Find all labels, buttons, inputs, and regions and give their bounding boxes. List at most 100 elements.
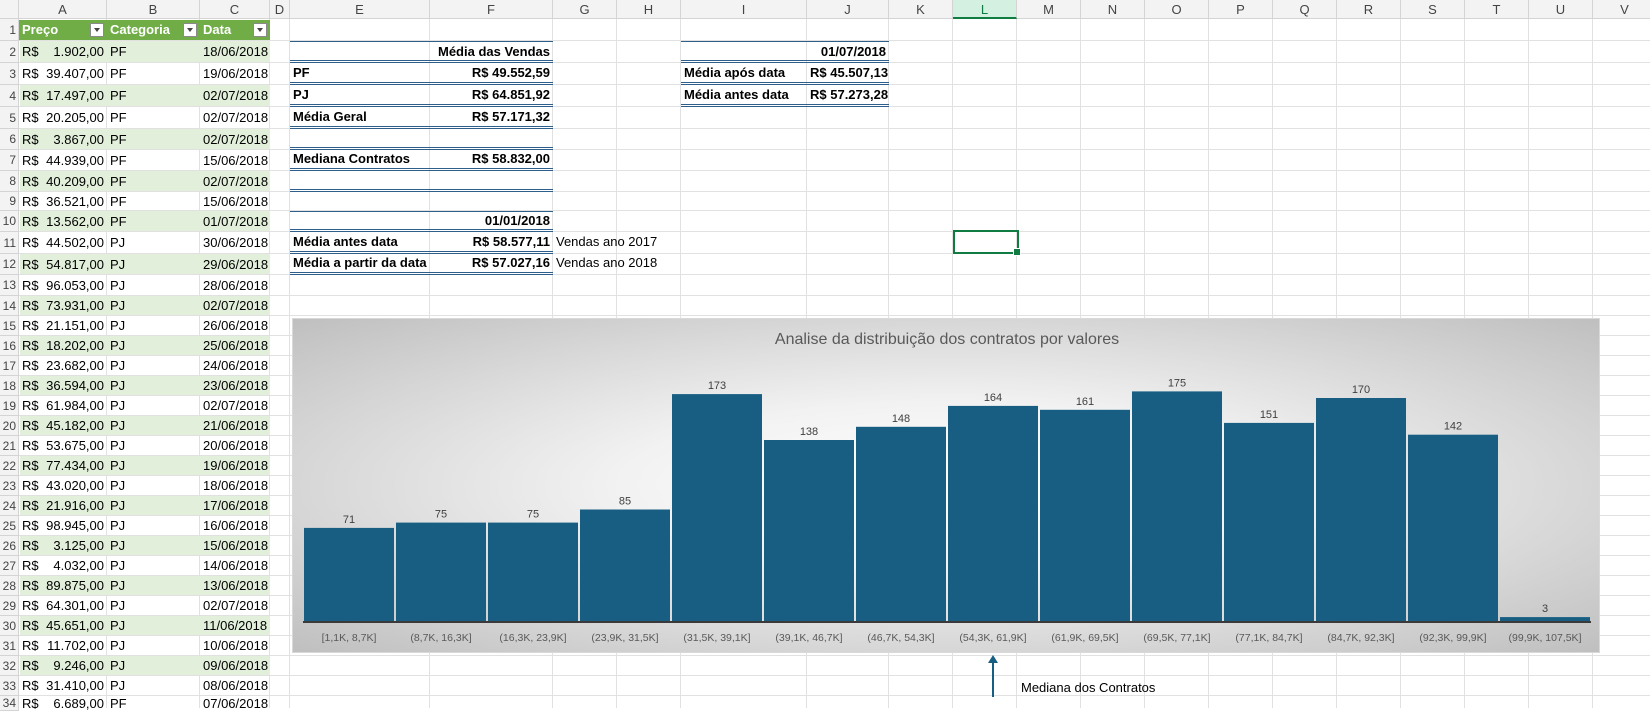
vendas-2018-note[interactable]: Vendas ano 2018 [556, 255, 658, 270]
date-value[interactable]: 08/06/2018 [203, 678, 269, 693]
media-antes2-label[interactable]: Média antes data [681, 85, 807, 107]
price-value[interactable]: 43.020,00 [46, 478, 104, 493]
column-header-s[interactable]: S [1401, 0, 1465, 19]
date-value[interactable]: 14/06/2018 [203, 558, 269, 573]
histogram-bar[interactable] [1132, 391, 1222, 621]
bordered-cell[interactable] [430, 129, 553, 150]
date-value[interactable]: 15/06/2018 [203, 153, 269, 168]
row-header-27[interactable]: 27 [0, 556, 19, 576]
histogram-bar[interactable] [396, 522, 486, 621]
media-antes-value[interactable]: R$ 58.577,11 [430, 232, 553, 254]
date-value[interactable]: 25/06/2018 [203, 338, 269, 353]
date-value[interactable]: 17/06/2018 [203, 498, 269, 513]
column-header-p[interactable]: P [1209, 0, 1273, 19]
date-value[interactable]: 02/07/2018 [203, 598, 269, 613]
category-value[interactable]: PJ [110, 338, 126, 353]
row-header-6[interactable]: 6 [0, 129, 19, 150]
row-header-29[interactable]: 29 [0, 596, 19, 616]
date-value[interactable]: 01/07/2018 [203, 214, 269, 229]
category-value[interactable]: PJ [110, 278, 126, 293]
price-value[interactable]: 23.682,00 [46, 358, 104, 373]
active-cell-cursor[interactable] [953, 230, 1021, 256]
row-header-12[interactable]: 12 [0, 254, 19, 275]
category-value[interactable]: PJ [110, 498, 126, 513]
date-value[interactable]: 02/07/2018 [203, 110, 269, 125]
media-apartir-label[interactable]: Média a partir da data [290, 254, 430, 275]
category-value[interactable]: PJ [110, 257, 126, 272]
price-value[interactable]: 36.594,00 [46, 378, 104, 393]
category-value[interactable]: PJ [110, 538, 126, 553]
row-header-19[interactable]: 19 [0, 396, 19, 416]
column-header-d[interactable]: D [270, 0, 290, 19]
price-value[interactable]: 44.502,00 [46, 235, 104, 250]
media-geral-label[interactable]: Média Geral [290, 107, 430, 129]
column-header-c[interactable]: C [200, 0, 270, 19]
row-header-8[interactable]: 8 [0, 171, 19, 192]
media-antes2-value[interactable]: R$ 57.273,28 [807, 85, 889, 107]
category-value[interactable]: PF [110, 66, 127, 81]
date-value[interactable]: 11/06/2018 [203, 618, 268, 633]
price-value[interactable]: 45.651,00 [46, 618, 104, 633]
vendas-2017-note[interactable]: Vendas ano 2017 [556, 234, 658, 249]
date-value[interactable]: 15/06/2018 [203, 194, 269, 209]
histogram-bar[interactable] [856, 426, 946, 621]
row-header-2[interactable]: 2 [0, 41, 19, 63]
row-header-11[interactable]: 11 [0, 232, 19, 254]
date-value[interactable]: 21/06/2018 [203, 418, 269, 433]
price-value[interactable]: 11.702,00 [47, 638, 104, 653]
row-header-17[interactable]: 17 [0, 356, 19, 376]
date-value[interactable]: 26/06/2018 [203, 318, 269, 333]
date-value[interactable]: 20/06/2018 [203, 438, 269, 453]
row-header-16[interactable]: 16 [0, 336, 19, 356]
date-cutoff-2[interactable]: 01/07/2018 [807, 41, 889, 63]
price-value[interactable]: 13.562,00 [46, 214, 104, 229]
histogram-bar[interactable] [672, 394, 762, 621]
category-value[interactable]: PJ [110, 478, 126, 493]
price-value[interactable]: 40.209,00 [46, 174, 104, 189]
row-header-5[interactable]: 5 [0, 107, 19, 129]
filter-dropdown-icon[interactable] [90, 23, 104, 37]
price-value[interactable]: 39.407,00 [46, 66, 104, 81]
histogram-bar[interactable] [1224, 422, 1314, 621]
price-value[interactable]: 44.939,00 [46, 153, 104, 168]
category-value[interactable]: PF [110, 88, 127, 103]
price-value[interactable]: 21.916,00 [46, 498, 104, 513]
date-value[interactable]: 02/07/2018 [203, 174, 269, 189]
histogram-chart[interactable]: Analise da distribuição dos contratos po… [292, 318, 1600, 653]
column-header-o[interactable]: O [1145, 0, 1209, 19]
column-header-i[interactable]: I [681, 0, 807, 19]
pf-label[interactable]: PF [290, 63, 430, 85]
price-value[interactable]: 21.151,00 [46, 318, 104, 333]
category-value[interactable]: PJ [110, 378, 126, 393]
price-value[interactable]: 89.875,00 [46, 578, 104, 593]
date-value[interactable]: 13/06/2018 [203, 578, 269, 593]
category-value[interactable]: PJ [110, 598, 126, 613]
date-value[interactable]: 18/06/2018 [203, 478, 269, 493]
bordered-cell[interactable] [430, 171, 553, 192]
row-header-18[interactable]: 18 [0, 376, 19, 396]
category-value[interactable]: PJ [110, 418, 126, 433]
row-header-14[interactable]: 14 [0, 296, 19, 316]
price-value[interactable]: 73.931,00 [46, 298, 104, 313]
row-header-30[interactable]: 30 [0, 616, 19, 636]
category-value[interactable]: PJ [110, 398, 126, 413]
row-header-26[interactable]: 26 [0, 536, 19, 556]
histogram-bar[interactable] [304, 527, 394, 621]
column-header-j[interactable]: J [807, 0, 889, 19]
row-header-21[interactable]: 21 [0, 436, 19, 456]
bordered-cell[interactable] [290, 41, 430, 63]
category-value[interactable]: PJ [110, 678, 126, 693]
column-header-e[interactable]: E [290, 0, 430, 19]
price-value[interactable]: 36.521,00 [46, 194, 104, 209]
date-value[interactable]: 23/06/2018 [203, 378, 269, 393]
date-value[interactable]: 29/06/2018 [203, 257, 269, 272]
category-value[interactable]: PF [110, 153, 127, 168]
price-value[interactable]: 20.205,00 [46, 110, 104, 125]
date-value[interactable]: 02/07/2018 [203, 298, 269, 313]
category-value[interactable]: PJ [110, 438, 126, 453]
table-header-data[interactable]: Data [200, 20, 270, 40]
row-header-31[interactable]: 31 [0, 636, 19, 656]
bordered-cell[interactable] [681, 41, 807, 63]
histogram-bar[interactable] [1500, 617, 1590, 621]
price-value[interactable]: 61.984,00 [46, 398, 104, 413]
